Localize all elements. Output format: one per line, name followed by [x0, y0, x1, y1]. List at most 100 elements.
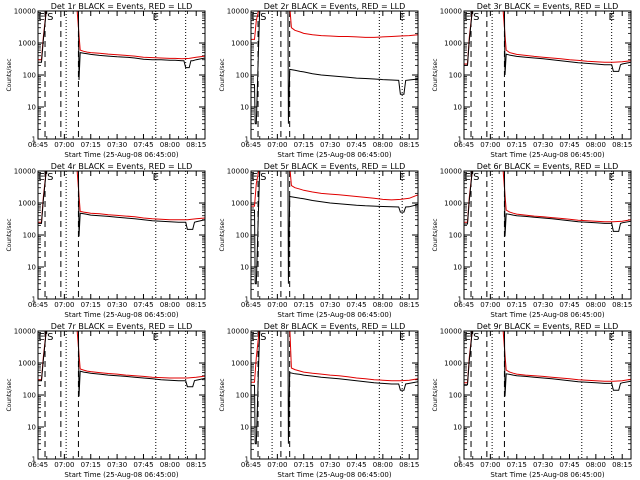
- event-marker-label: E: [38, 12, 44, 23]
- event-marker-label: S: [260, 332, 266, 343]
- x-tick-label: 06:45: [241, 301, 261, 309]
- plot-frame: [37, 10, 206, 140]
- event-marker-label: E: [399, 332, 405, 343]
- panel-title: Det 2r BLACK = Events, RED = LLD: [264, 2, 406, 11]
- y-axis-label: Counts/sec: [219, 58, 226, 91]
- y-tick-label: 10: [453, 264, 462, 272]
- x-tick-label: 07:45: [559, 301, 579, 309]
- y-tick-label: 1000: [231, 360, 249, 368]
- x-tick-label: 06:45: [28, 301, 48, 309]
- panel-det-3: Det 3r BLACK = Events, RED = LLD Counts/s…: [432, 2, 632, 159]
- y-tick-label: 1: [458, 456, 462, 464]
- panel-det-7: Det 7r BLACK = Events, RED = LLD Counts/s…: [6, 322, 206, 479]
- x-tick-label: 08:00: [160, 141, 180, 149]
- series-line-events: [464, 11, 631, 76]
- panel-title: Det 5r BLACK = Events, RED = LLD: [264, 162, 406, 171]
- x-ticks: 06:45 07:00 07:15 07:30 07:45 08:00 08:15: [28, 171, 206, 309]
- y-tick-label: 100: [449, 232, 462, 240]
- x-ticks: 06:45 07:00 07:15 07:30 07:45 08:00 08:15: [454, 11, 632, 149]
- plot-frame: [250, 330, 419, 460]
- time-markers: [470, 171, 613, 299]
- x-tick-label: 07:15: [294, 141, 314, 149]
- x-axis-label: Start Time (25-Aug-08 06:45:00): [490, 151, 604, 159]
- y-tick-label: 10: [240, 424, 249, 432]
- x-tick-label: 08:15: [612, 141, 632, 149]
- x-tick-label: 07:15: [507, 141, 527, 149]
- time-markers: [470, 331, 613, 459]
- y-tick-label: 1000: [444, 200, 462, 208]
- series-line-events: [38, 171, 205, 237]
- series-line-events: [251, 11, 418, 125]
- x-tick-label: 06:45: [454, 301, 474, 309]
- y-tick-label: 100: [23, 392, 36, 400]
- y-ticks: 1 10 100 1000 10000: [14, 8, 205, 144]
- x-tick-label: 07:00: [267, 461, 287, 469]
- plot-frame: [37, 170, 206, 300]
- y-tick-label: 10000: [14, 328, 36, 336]
- x-tick-label: 08:00: [373, 461, 393, 469]
- x-axis-label: Start Time (25-Aug-08 06:45:00): [64, 471, 178, 479]
- y-tick-label: 1000: [18, 40, 36, 48]
- event-marker-label: S: [473, 12, 479, 23]
- x-tick-label: 07:15: [81, 301, 101, 309]
- y-tick-label: 100: [449, 392, 462, 400]
- event-marker-label: E: [464, 172, 470, 183]
- y-ticks: 1 10 100 1000 10000: [440, 328, 631, 464]
- x-tick-label: 07:15: [81, 141, 101, 149]
- event-marker-label: E: [608, 172, 614, 183]
- event-marker-label: E: [153, 12, 159, 23]
- x-tick-label: 06:45: [28, 461, 48, 469]
- y-tick-label: 100: [23, 72, 36, 80]
- x-tick-label: 06:45: [241, 461, 261, 469]
- y-axis-label: Counts/sec: [219, 378, 226, 411]
- x-tick-label: 08:00: [586, 461, 606, 469]
- event-marker-label: E: [464, 12, 470, 23]
- event-marker-label: S: [47, 12, 53, 23]
- x-tick-label: 07:30: [107, 461, 127, 469]
- x-ticks: 06:45 07:00 07:15 07:30 07:45 08:00 08:15: [28, 331, 206, 469]
- event-marker-label: E: [251, 12, 257, 23]
- x-tick-label: 08:00: [373, 141, 393, 149]
- x-tick-label: 07:30: [320, 461, 340, 469]
- y-ticks: 1 10 100 1000 10000: [227, 328, 418, 464]
- x-tick-label: 08:15: [612, 461, 632, 469]
- x-axis-label: Start Time (25-Aug-08 06:45:00): [64, 151, 178, 159]
- panel-det-9: Det 9r BLACK = Events, RED = LLD Counts/s…: [432, 322, 632, 479]
- y-tick-label: 10: [240, 104, 249, 112]
- x-axis-label: Start Time (25-Aug-08 06:45:00): [64, 311, 178, 319]
- panel-title: Det 7r BLACK = Events, RED = LLD: [51, 322, 193, 331]
- y-tick-label: 10000: [227, 328, 249, 336]
- event-marker-label: S: [473, 332, 479, 343]
- x-tick-label: 06:45: [454, 141, 474, 149]
- panel-title: Det 4r BLACK = Events, RED = LLD: [51, 162, 193, 171]
- plot-frame: [463, 330, 632, 460]
- y-tick-label: 1: [245, 296, 249, 304]
- event-marker-label: E: [153, 332, 159, 343]
- y-tick-label: 10: [453, 104, 462, 112]
- y-axis-label: Counts/sec: [6, 378, 13, 411]
- x-ticks: 06:45 07:00 07:15 07:30 07:45 08:00 08:15: [454, 171, 632, 309]
- time-markers: [44, 331, 187, 459]
- plot-frame: [463, 10, 632, 140]
- y-tick-label: 100: [236, 232, 249, 240]
- x-tick-label: 06:45: [454, 461, 474, 469]
- y-tick-label: 1: [458, 296, 462, 304]
- event-marker-label: E: [608, 332, 614, 343]
- y-ticks: 1 10 100 1000 10000: [440, 8, 631, 144]
- panel-title: Det 6r BLACK = Events, RED = LLD: [477, 162, 619, 171]
- x-tick-label: 07:30: [320, 141, 340, 149]
- x-ticks: 06:45 07:00 07:15 07:30 07:45 08:00 08:15: [241, 171, 419, 309]
- event-marker-label: E: [38, 332, 44, 343]
- x-axis-label: Start Time (25-Aug-08 06:45:00): [277, 151, 391, 159]
- x-ticks: 06:45 07:00 07:15 07:30 07:45 08:00 08:15: [241, 331, 419, 469]
- y-tick-label: 1: [32, 296, 36, 304]
- x-tick-label: 07:30: [533, 301, 553, 309]
- time-markers: [257, 171, 403, 299]
- x-tick-label: 08:00: [586, 141, 606, 149]
- x-tick-label: 06:45: [28, 141, 48, 149]
- x-axis-label: Start Time (25-Aug-08 06:45:00): [277, 311, 391, 319]
- x-tick-label: 07:45: [559, 461, 579, 469]
- series-line-lld: [251, 331, 418, 383]
- x-ticks: 06:45 07:00 07:15 07:30 07:45 08:00 08:15: [28, 11, 206, 149]
